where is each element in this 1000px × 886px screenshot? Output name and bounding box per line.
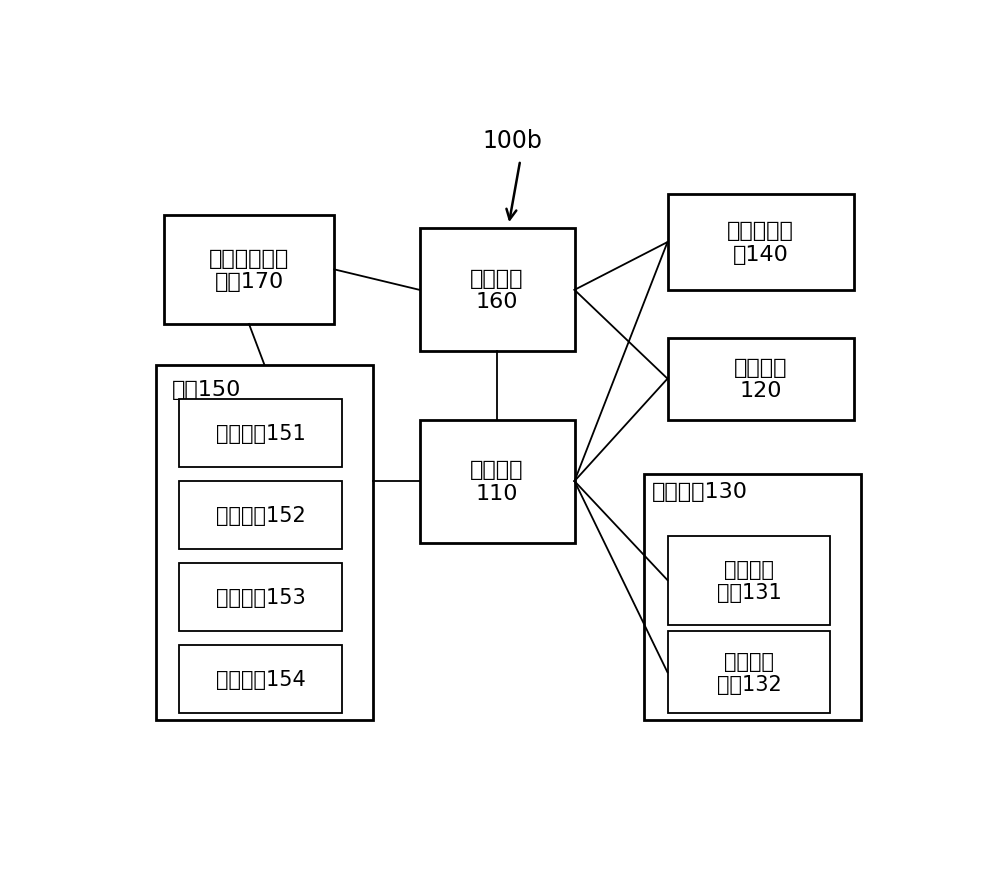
Bar xyxy=(668,536,830,625)
Text: 市电接入系
统140: 市电接入系 统140 xyxy=(727,222,794,264)
Text: 100b: 100b xyxy=(483,128,542,152)
Text: 空调系统153: 空调系统153 xyxy=(216,587,306,608)
Text: 蓄电池组
120: 蓄电池组 120 xyxy=(734,358,787,400)
Text: 新风系统154: 新风系统154 xyxy=(216,670,306,689)
Bar xyxy=(179,482,342,549)
Text: 数据机柜151: 数据机柜151 xyxy=(216,424,306,444)
Text: 供电设备
110: 供电设备 110 xyxy=(470,460,524,503)
Bar xyxy=(179,645,342,713)
Text: 照明系统152: 照明系统152 xyxy=(216,506,306,525)
Bar xyxy=(420,229,574,352)
Bar xyxy=(668,338,854,420)
Bar xyxy=(164,215,334,324)
Bar xyxy=(179,400,342,468)
Text: 室外环境监测
设备170: 室外环境监测 设备170 xyxy=(209,248,289,291)
Bar xyxy=(668,195,854,291)
Text: 风力发电
设备131: 风力发电 设备131 xyxy=(716,559,781,602)
Bar xyxy=(644,475,861,720)
Bar xyxy=(156,366,373,720)
Bar xyxy=(420,420,574,543)
Bar xyxy=(668,632,830,713)
Text: 发电系统130: 发电系统130 xyxy=(652,482,748,501)
Text: 负载150: 负载150 xyxy=(172,379,241,400)
Bar xyxy=(179,563,342,632)
Text: 光伏发电
设备132: 光伏发电 设备132 xyxy=(716,651,781,694)
Text: 监测系统
160: 监测系统 160 xyxy=(470,269,524,312)
